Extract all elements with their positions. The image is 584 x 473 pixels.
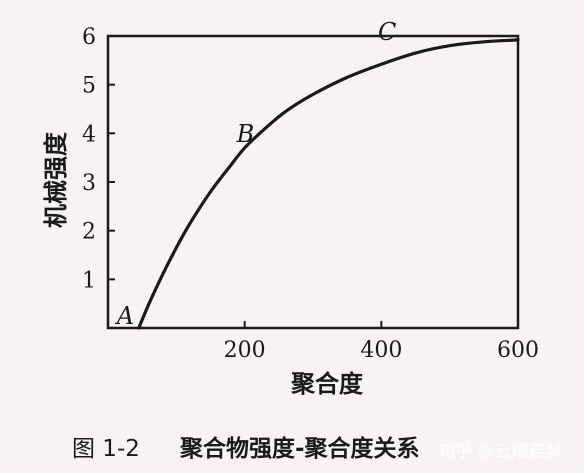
x-tick-label: 400 [360, 338, 402, 363]
figure-number: 图 1-2 [72, 436, 140, 462]
watermark: 知乎 @云烟若梦 [438, 442, 562, 462]
point-label-a: A [115, 302, 134, 330]
y-tick-label: 5 [82, 74, 96, 99]
y-tick-label: 6 [82, 25, 96, 50]
x-tick-label: 200 [224, 338, 266, 363]
y-axis-title: 机械强度 [42, 131, 70, 228]
y-tick-label: 1 [82, 268, 96, 293]
point-label-c: C [378, 18, 396, 46]
y-tick-label: 4 [82, 122, 96, 147]
plot-frame [106, 34, 520, 330]
x-axis-title: 聚合度 [290, 370, 364, 398]
point-label-b: B [236, 120, 255, 148]
y-tick-label: 3 [82, 171, 96, 196]
figure-caption: 聚合物强度-聚合度关系 [179, 435, 420, 462]
x-tick-label: 600 [497, 338, 539, 363]
y-tick-label: 2 [82, 220, 96, 245]
series-line [137, 38, 520, 330]
